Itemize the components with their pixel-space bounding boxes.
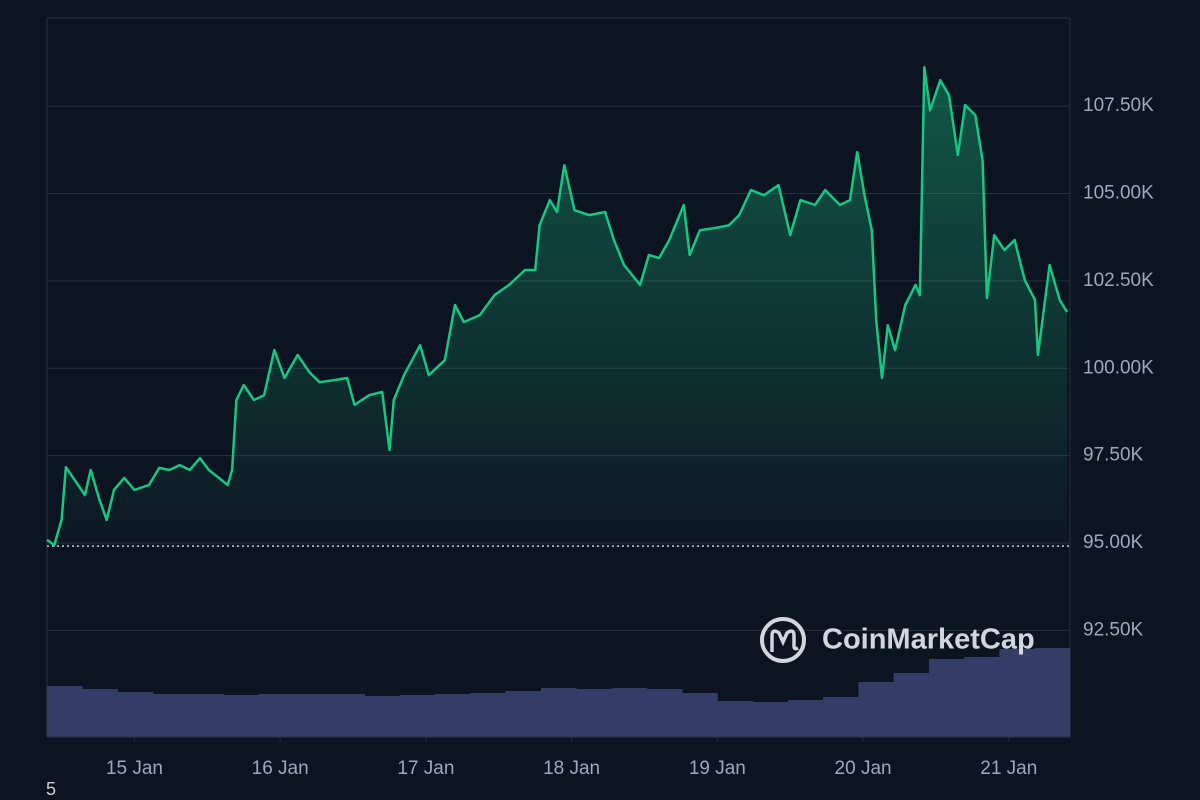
x-tick-label: 17 Jan [397,758,454,779]
volume-bar [611,688,648,737]
volume-bar [787,700,824,737]
x-tick-label: 19 Jan [689,758,746,779]
volume-bar [82,689,119,737]
volume-bar [329,694,365,737]
y-tick-label: 107.50K [1083,95,1154,116]
volume-bar [752,702,789,737]
y-tick-label: 102.50K [1083,270,1154,291]
price-area [47,67,1068,547]
volume-bar [893,673,930,737]
volume-bar [223,695,260,737]
volume-bar [540,688,577,737]
volume-bar [152,694,189,737]
y-tick-label: 105.00K [1083,182,1154,203]
volume-bar [505,691,542,737]
x-tick-label: 20 Jan [835,758,892,779]
volume-bar [258,694,295,737]
volume-bar [1034,648,1071,737]
volume-bar [399,695,436,737]
volume-bar [964,657,1000,737]
volume-bar [293,694,330,737]
y-tick-label: 92.50K [1083,619,1144,640]
y-tick-label: 97.50K [1083,445,1144,466]
volume-bar [646,689,683,737]
volume-bar [188,694,224,737]
volume-bar [717,701,754,737]
volume-bar [999,649,1036,737]
watermark: CoinMarketCap [760,617,1035,663]
y-tick-label: 95.00K [1083,532,1144,553]
footnote: 5 [46,779,56,799]
watermark-text: CoinMarketCap [822,624,1035,656]
volume-bar [576,689,612,737]
x-tick-label: 15 Jan [106,758,163,779]
volume-bar [823,697,859,737]
x-tick-label: 16 Jan [252,758,309,779]
price-line [46,66,1069,547]
volume-bar [858,682,895,737]
y-tick-label: 100.00K [1083,357,1154,378]
volume-bar [47,686,83,737]
volume-bar [117,692,154,737]
volume-bar [470,693,507,737]
volume-bar [681,693,718,737]
volume-bar [364,696,401,737]
x-tick-label: 18 Jan [543,758,600,779]
x-tick-label: 21 Jan [980,758,1037,779]
volume-bar [435,694,471,737]
volume-bar [928,659,965,737]
